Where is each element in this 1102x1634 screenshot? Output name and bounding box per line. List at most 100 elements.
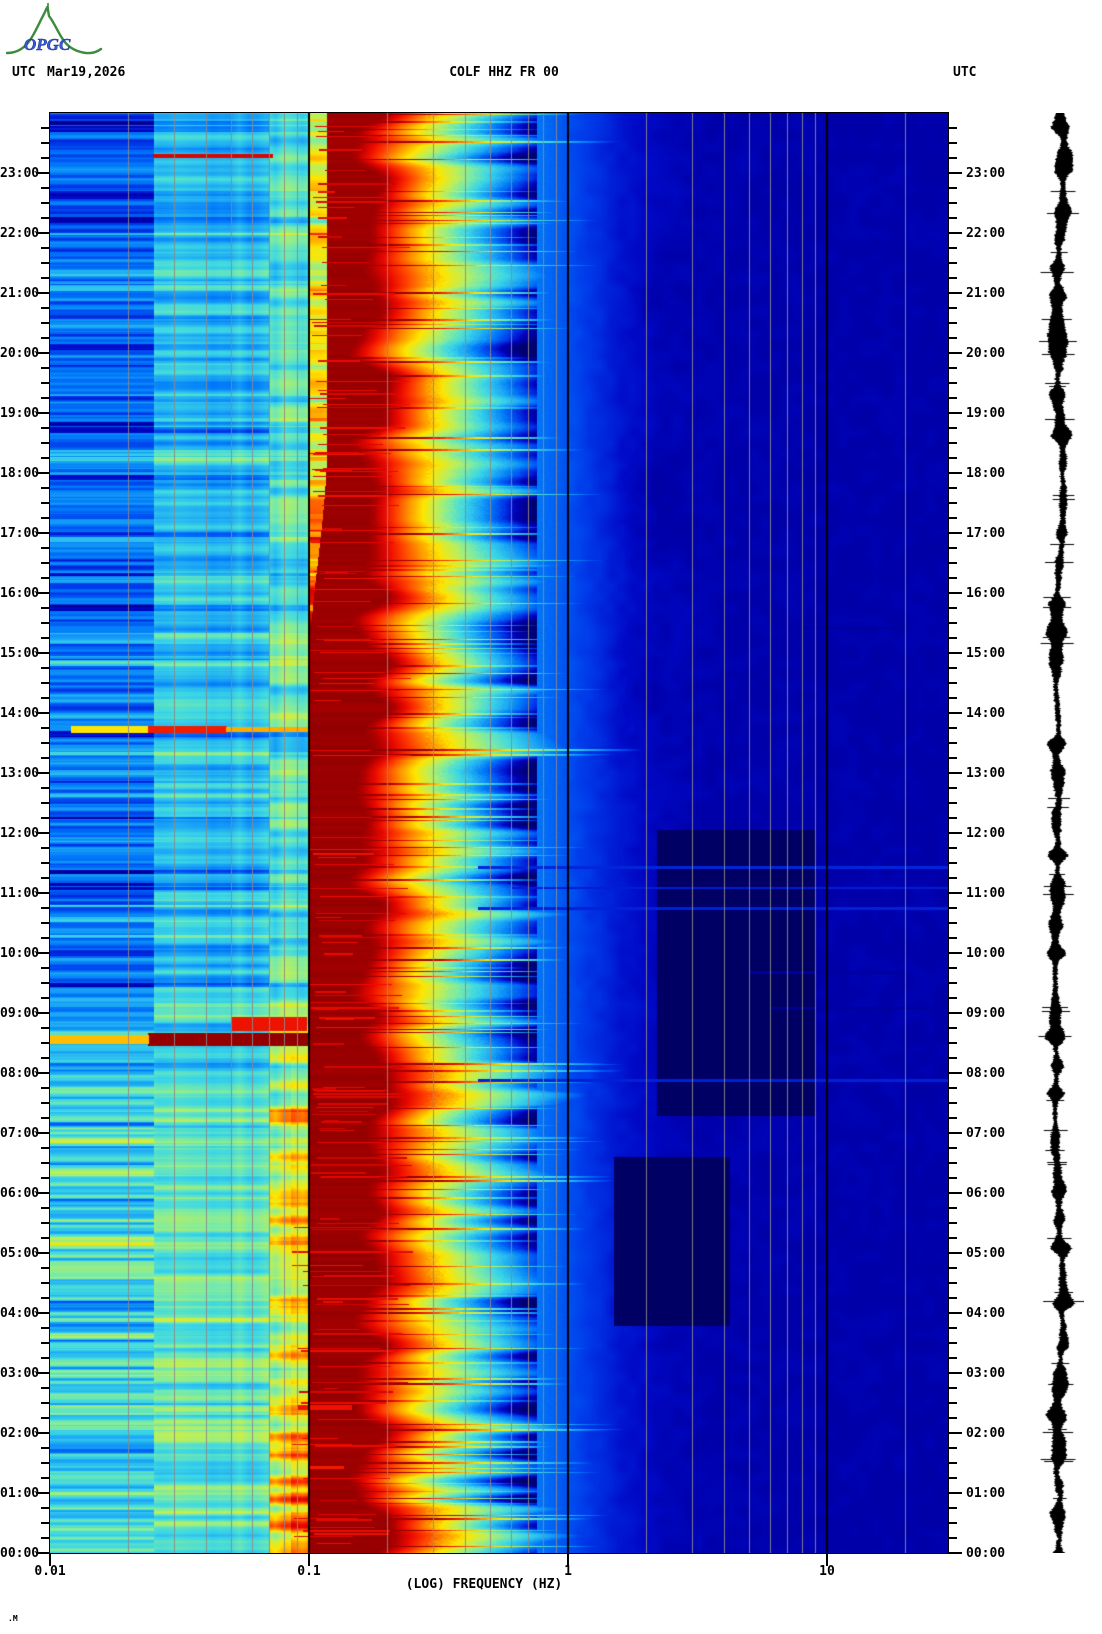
time-tick-left [41,277,50,279]
time-tick-right [948,562,957,564]
time-tick-left [41,1087,50,1089]
time-tick-right [948,877,957,879]
time-tick-left [36,1192,50,1194]
time-label-right: 16:00 [966,586,1006,601]
time-tick-left [36,472,50,474]
time-tick-right [948,952,962,954]
time-tick-left [41,802,50,804]
time-tick-left [41,427,50,429]
date-label: Mar19,2026 [47,65,126,80]
time-tick-left [36,1012,50,1014]
time-tick-right [948,487,957,489]
time-tick-right [948,367,957,369]
time-tick-right [948,382,957,384]
time-tick-left [41,1342,50,1344]
time-tick-left [41,322,50,324]
time-tick-right [948,142,957,144]
time-tick-left [41,247,50,249]
time-tick-left [36,1492,50,1494]
time-tick-left [41,727,50,729]
time-tick-left [41,1282,50,1284]
time-label-right: 05:00 [966,1246,1006,1261]
time-tick-left [41,1402,50,1404]
time-tick-left [36,532,50,534]
time-tick-right [948,1267,957,1269]
time-tick-right [948,607,957,609]
time-tick-right [948,1027,957,1029]
freq-tick-label: 1 [564,1564,572,1579]
time-label-left: 02:00 [0,1426,40,1441]
time-tick-right [948,1447,957,1449]
time-tick-left [41,1162,50,1164]
time-tick-right [948,682,957,684]
time-label-right: 01:00 [966,1486,1006,1501]
time-label-right: 06:00 [966,1186,1006,1201]
time-tick-left [41,457,50,459]
time-tick-left [36,1552,50,1554]
time-tick-left [41,502,50,504]
time-tick-right [948,1432,962,1434]
time-tick-right [948,1417,957,1419]
time-tick-right [948,1147,957,1149]
time-label-right: 02:00 [966,1426,1006,1441]
time-tick-left [41,622,50,624]
time-label-left: 03:00 [0,1366,40,1381]
time-tick-right [948,1042,957,1044]
time-tick-left [36,712,50,714]
time-tick-right [948,637,957,639]
time-tick-right [948,577,957,579]
time-tick-left [36,1132,50,1134]
time-label-left: 05:00 [0,1246,40,1261]
time-tick-left [41,877,50,879]
time-tick-right [948,277,957,279]
freq-tick-label: 0.01 [34,1564,66,1579]
time-tick-right [948,1162,957,1164]
time-tick-right [948,1132,962,1134]
time-tick-right [948,1552,962,1554]
freq-tick [308,1554,310,1566]
time-tick-right [948,697,957,699]
time-tick-left [41,1222,50,1224]
time-tick-right [948,1327,957,1329]
time-tick-left [41,922,50,924]
time-label-right: 23:00 [966,166,1006,181]
time-tick-right [948,532,962,534]
time-label-left: 18:00 [0,466,40,481]
time-tick-right [948,322,957,324]
time-tick-right [948,472,962,474]
time-tick-left [41,1447,50,1449]
time-label-left: 15:00 [0,646,40,661]
time-tick-left [41,667,50,669]
plot-title: COLF HHZ FR 00 [449,65,559,80]
time-tick-right [948,307,957,309]
time-tick-right [948,1462,957,1464]
logo-text: OPGC [24,35,71,54]
time-tick-left [41,937,50,939]
time-tick-left [41,607,50,609]
time-tick-left [41,1042,50,1044]
time-tick-right [948,187,957,189]
time-tick-right [948,592,962,594]
time-tick-left [36,592,50,594]
time-tick-left [36,412,50,414]
time-tick-left [41,1327,50,1329]
time-tick-left [41,1537,50,1539]
time-tick-left [41,862,50,864]
freq-tick [567,1554,569,1566]
time-tick-left [41,337,50,339]
time-label-right: 04:00 [966,1306,1006,1321]
time-tick-right [948,1387,957,1389]
time-tick-left [41,442,50,444]
time-tick-right [948,1102,957,1104]
time-label-left: 12:00 [0,826,40,841]
time-tick-left [41,1267,50,1269]
time-label-left: 19:00 [0,406,40,421]
time-tick-left [36,1072,50,1074]
time-tick-left [41,907,50,909]
time-label-left: 06:00 [0,1186,40,1201]
time-tick-left [41,142,50,144]
time-tick-right [948,202,957,204]
time-tick-left [36,1372,50,1374]
time-tick-left [41,577,50,579]
time-tick-left [41,1027,50,1029]
